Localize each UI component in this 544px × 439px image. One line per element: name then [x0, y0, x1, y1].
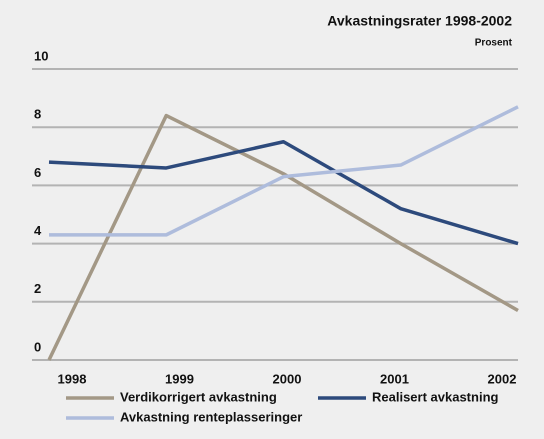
chart-title: Avkastningsrater 1998-2002: [327, 13, 512, 29]
x-tick-label: 2000: [273, 371, 302, 386]
y-tick-label: 8: [34, 107, 41, 122]
y-tick-label: 4: [34, 223, 42, 238]
data-line: [49, 105, 519, 237]
chart-subtitle: Prosent: [475, 38, 513, 49]
x-tick-label: 2002: [488, 371, 517, 386]
y-tick-label: 6: [34, 165, 41, 180]
x-tick-label: 1998: [58, 371, 87, 386]
x-tick-label: 2001: [380, 371, 409, 386]
y-tick-label: 0: [34, 339, 41, 354]
y-tick-label: 2: [34, 281, 41, 296]
legend-label: Realisert avkastning: [372, 389, 499, 404]
x-tick-label: 1999: [165, 371, 194, 386]
data-line: [47, 113, 519, 361]
legend-label: Verdikorrigert avkastning: [120, 389, 277, 404]
y-tick-label: 10: [34, 48, 48, 63]
legend-label: Avkastning renteplasseringer: [120, 409, 302, 424]
data-line: [48, 140, 519, 246]
